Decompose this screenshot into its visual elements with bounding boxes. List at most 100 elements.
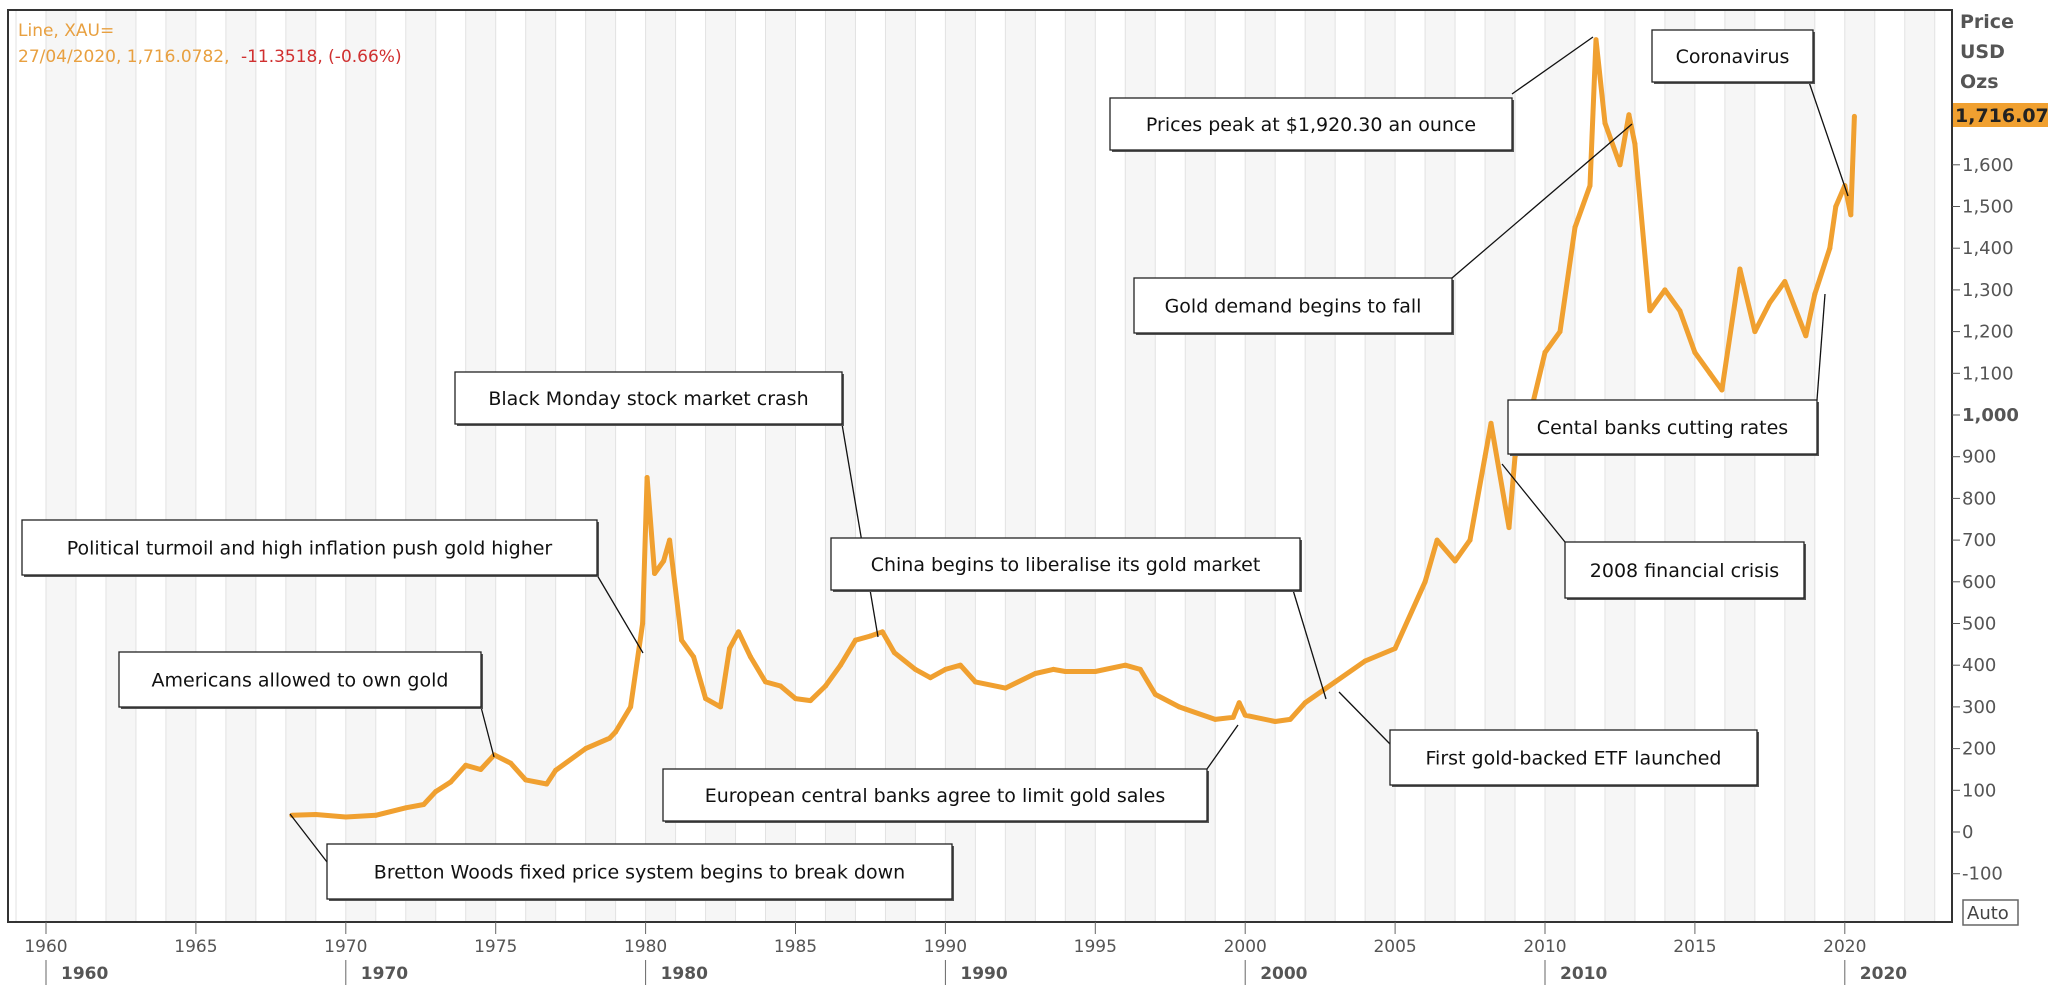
data-point <box>972 679 978 685</box>
data-point <box>661 558 667 564</box>
data-point <box>1557 329 1563 335</box>
data-point <box>1137 666 1143 672</box>
data-point <box>1452 558 1458 564</box>
x-tick-label: 1975 <box>474 937 517 957</box>
data-point <box>1002 685 1008 691</box>
data-point <box>1602 120 1608 126</box>
annotations: Prices peak at $1,920.30 an ounce Coronav… <box>21 29 1849 901</box>
data-point <box>1212 716 1218 722</box>
auto-label[interactable]: Auto <box>1967 903 2009 924</box>
auto-scale-button[interactable]: Auto <box>1962 899 2019 926</box>
grid-band <box>585 10 616 922</box>
data-point <box>403 805 409 811</box>
annotation-box <box>1507 399 1818 455</box>
annotation-leader-line <box>1206 724 1239 770</box>
data-point <box>1737 266 1743 272</box>
data-point <box>1587 183 1593 189</box>
annotation-text: Prices peak at $1,920.30 an ounce <box>1146 114 1476 136</box>
data-point <box>1593 37 1599 43</box>
grid-band <box>46 10 76 922</box>
data-point <box>463 762 469 768</box>
data-point <box>1662 287 1668 293</box>
y-tick-label: 0 <box>1962 822 1973 843</box>
data-point <box>1332 679 1338 685</box>
annotation-box <box>21 519 598 576</box>
data-point <box>1062 668 1068 674</box>
annotation-box <box>1651 29 1814 83</box>
data-point <box>544 781 550 787</box>
data-point <box>703 696 709 702</box>
y-axis-title-1: Price <box>1960 11 2014 33</box>
annotation: European central banks agree to limit go… <box>662 724 1239 823</box>
data-point <box>852 637 858 643</box>
data-point <box>1152 691 1158 697</box>
series-layer <box>289 37 1857 820</box>
annotation: China begins to liberalise its gold mark… <box>830 537 1327 700</box>
data-point <box>1692 349 1698 355</box>
x-tick-label: 1965 <box>174 937 217 957</box>
last-value-badge: 1,716.078 <box>1953 103 2048 127</box>
data-point <box>718 704 724 710</box>
annotation-leader-line <box>1511 36 1594 95</box>
annotation-box <box>1389 729 1758 786</box>
data-point <box>807 698 813 704</box>
plot-frame <box>7 9 1953 923</box>
data-point <box>736 629 742 635</box>
y-tick-label: 600 <box>1962 572 1996 593</box>
annotation-text: Cental banks cutting rates <box>1537 417 1788 439</box>
annotation: Political turmoil and high inflation pus… <box>21 519 644 654</box>
data-point <box>727 646 733 652</box>
data-point <box>1032 671 1038 677</box>
annotation-text: European central banks agree to limit go… <box>705 785 1166 807</box>
data-point <box>583 746 589 752</box>
grid-band <box>1844 10 1875 922</box>
series-label: Line, XAU= <box>18 21 114 41</box>
annotation: Prices peak at $1,920.30 an ounce <box>1109 36 1594 152</box>
annotation-leader-line <box>1816 293 1826 401</box>
data-point <box>1362 658 1368 664</box>
x-tick-label: 1960 <box>24 937 67 957</box>
y-tick-label: 1,100 <box>1962 363 2014 384</box>
readout-change: -11.3518, (-0.66%) <box>241 47 402 67</box>
annotation-text: 2008 financial crisis <box>1590 560 1779 582</box>
x-decade-label: 2020 <box>1860 964 1907 984</box>
annotation-box <box>1564 541 1805 599</box>
data-point <box>1182 706 1188 712</box>
annotation-text: Political turmoil and high inflation pus… <box>67 538 553 560</box>
annotation-text: China begins to liberalise its gold mark… <box>871 554 1261 576</box>
data-point <box>1572 224 1578 230</box>
data-point <box>1287 716 1293 722</box>
x-decade-label: 1960 <box>61 964 108 984</box>
x-tick-label: 2000 <box>1224 937 1267 957</box>
data-point <box>691 654 697 660</box>
annotation-leader-line <box>596 574 644 654</box>
y-axis: Price USD Ozs 1,600 1,500 1,400 1,300 1,200 1… <box>1952 11 2019 885</box>
annotation-leader-line <box>1501 463 1566 543</box>
annotation-leader-line <box>1808 81 1849 197</box>
data-point <box>957 662 963 668</box>
annotation-leader-line <box>1451 123 1633 279</box>
annotation-leader-line <box>480 706 495 758</box>
data-point <box>343 814 349 820</box>
data-point <box>1302 700 1308 706</box>
y-tick-label: 1,500 <box>1962 197 2014 218</box>
data-point <box>607 735 613 741</box>
y-axis-title-3: Ozs <box>1960 71 1999 93</box>
data-point <box>1506 525 1512 531</box>
grid-band <box>405 10 436 922</box>
x-decade-label: 1970 <box>361 964 408 984</box>
x-tick-label: 2010 <box>1523 937 1566 957</box>
data-point <box>1488 420 1494 426</box>
annotation-text: Gold demand begins to fall <box>1165 296 1422 318</box>
data-point <box>448 779 454 785</box>
data-point <box>1467 537 1473 543</box>
data-point <box>613 729 619 735</box>
data-point <box>628 704 634 710</box>
x-tick-label: 1980 <box>624 937 667 957</box>
annotation-leader-line <box>1338 691 1391 745</box>
data-point <box>1542 349 1548 355</box>
x-tick-label: 1985 <box>774 937 817 957</box>
data-point <box>1434 537 1440 543</box>
data-point <box>748 654 754 660</box>
